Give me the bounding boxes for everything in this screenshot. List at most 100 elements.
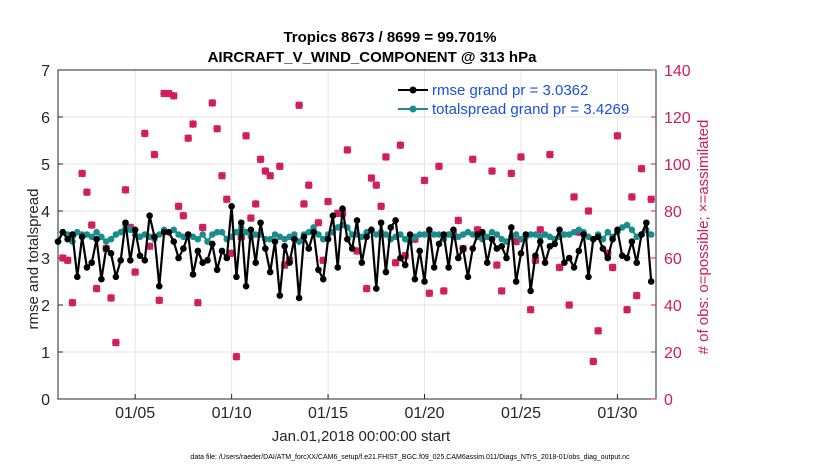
series-point bbox=[286, 259, 293, 267]
series-point bbox=[213, 228, 221, 236]
obs-assimilated-point bbox=[179, 211, 188, 220]
y-tick-label: 0 bbox=[41, 392, 50, 409]
series-point bbox=[445, 264, 452, 271]
series-point bbox=[363, 233, 370, 241]
series-point bbox=[368, 226, 375, 234]
obs-assimilated-point bbox=[589, 357, 598, 366]
series-point bbox=[565, 254, 573, 262]
series-point bbox=[194, 247, 202, 255]
series-point bbox=[570, 264, 578, 271]
series-point bbox=[262, 245, 269, 252]
obs-assimilated-point bbox=[517, 153, 525, 161]
x-tick-label: 01/10 bbox=[212, 405, 252, 422]
series-point bbox=[411, 275, 419, 283]
series-point bbox=[305, 245, 313, 252]
obs-assimilated-point bbox=[367, 174, 376, 182]
series-point bbox=[532, 252, 539, 259]
series-point bbox=[527, 287, 534, 295]
series-point bbox=[599, 245, 607, 252]
x-tick-label: 01/05 bbox=[115, 405, 155, 422]
obs-assimilated-point bbox=[362, 284, 371, 293]
obs-assimilated-point bbox=[425, 289, 434, 298]
obs-assimilated-point bbox=[107, 294, 115, 302]
obs-assimilated-point bbox=[420, 176, 429, 185]
series-point bbox=[512, 278, 520, 285]
series-point bbox=[628, 226, 636, 234]
series-point bbox=[498, 242, 505, 250]
series-point bbox=[585, 273, 592, 281]
y2-tick-label: 100 bbox=[664, 157, 691, 174]
y2-tick-label: 40 bbox=[664, 298, 682, 315]
y2-tick-label: 20 bbox=[664, 345, 682, 362]
series-point bbox=[643, 219, 650, 227]
series-point bbox=[575, 247, 583, 255]
series-point bbox=[628, 238, 636, 245]
series-point bbox=[647, 278, 655, 285]
obs-assimilated-point bbox=[87, 221, 96, 229]
series-point bbox=[315, 266, 322, 274]
series-point bbox=[271, 238, 279, 245]
series-point bbox=[180, 245, 187, 252]
obs-assimilated-point bbox=[584, 207, 593, 215]
series-point bbox=[551, 240, 559, 248]
y-tick-label: 3 bbox=[41, 251, 50, 268]
series-point bbox=[319, 275, 327, 283]
obs-assimilated-point bbox=[570, 193, 578, 201]
y2-tick-label: 120 bbox=[664, 110, 691, 127]
series-point bbox=[339, 205, 346, 212]
obs-assimilated-point bbox=[372, 181, 381, 189]
series-rmse bbox=[54, 203, 655, 302]
series-point bbox=[136, 252, 144, 259]
series-point bbox=[218, 247, 226, 255]
series-point bbox=[416, 231, 423, 238]
series-point bbox=[561, 259, 568, 267]
obs-assimilated-point bbox=[565, 301, 574, 309]
series-point bbox=[435, 240, 443, 248]
series-point bbox=[536, 238, 544, 245]
series-point bbox=[194, 235, 202, 243]
series-point bbox=[503, 254, 510, 262]
series-point bbox=[469, 245, 477, 252]
series-point bbox=[638, 231, 645, 238]
obs-assimilated-point bbox=[247, 214, 255, 222]
y-axis-label: rmse and totalspread bbox=[25, 189, 42, 330]
series-point bbox=[541, 259, 549, 267]
obs-assimilated-point bbox=[377, 202, 385, 211]
series-point bbox=[397, 254, 404, 262]
obs-assimilated-point bbox=[169, 92, 178, 100]
series-point bbox=[276, 292, 284, 299]
series-point bbox=[372, 285, 380, 292]
obs-assimilated-point bbox=[493, 261, 501, 269]
obs-assimilated-point bbox=[78, 169, 86, 178]
obs-assimilated-point bbox=[314, 218, 323, 227]
series-point bbox=[440, 231, 448, 238]
obs-assimilated-point bbox=[194, 298, 202, 307]
obs-assimilated-point bbox=[131, 268, 139, 276]
obs-assimilated-point bbox=[536, 225, 545, 234]
y-tick-label: 6 bbox=[41, 110, 50, 127]
series-point bbox=[483, 259, 491, 267]
series-point bbox=[93, 235, 100, 243]
series-point bbox=[93, 228, 100, 236]
series-point bbox=[281, 242, 288, 250]
series-point bbox=[344, 235, 351, 243]
series-point bbox=[517, 250, 525, 257]
series-point bbox=[464, 273, 472, 281]
series-point bbox=[392, 217, 399, 224]
series-point bbox=[377, 219, 385, 227]
series-point bbox=[237, 219, 245, 227]
series-point bbox=[69, 231, 76, 238]
obs-assimilated-point bbox=[276, 162, 284, 171]
obs-assimilated-point bbox=[324, 197, 332, 206]
series-point bbox=[146, 212, 153, 219]
series-point bbox=[73, 273, 81, 281]
series-point bbox=[329, 212, 337, 219]
series-point bbox=[604, 228, 612, 236]
obs-assimilated-point bbox=[150, 150, 159, 159]
obs-assimilated-point bbox=[63, 256, 72, 265]
series-point bbox=[348, 245, 356, 252]
y-tick-label: 4 bbox=[41, 204, 50, 221]
series-point bbox=[233, 228, 240, 236]
series-point bbox=[204, 257, 211, 264]
y-tick-label: 5 bbox=[41, 157, 50, 174]
